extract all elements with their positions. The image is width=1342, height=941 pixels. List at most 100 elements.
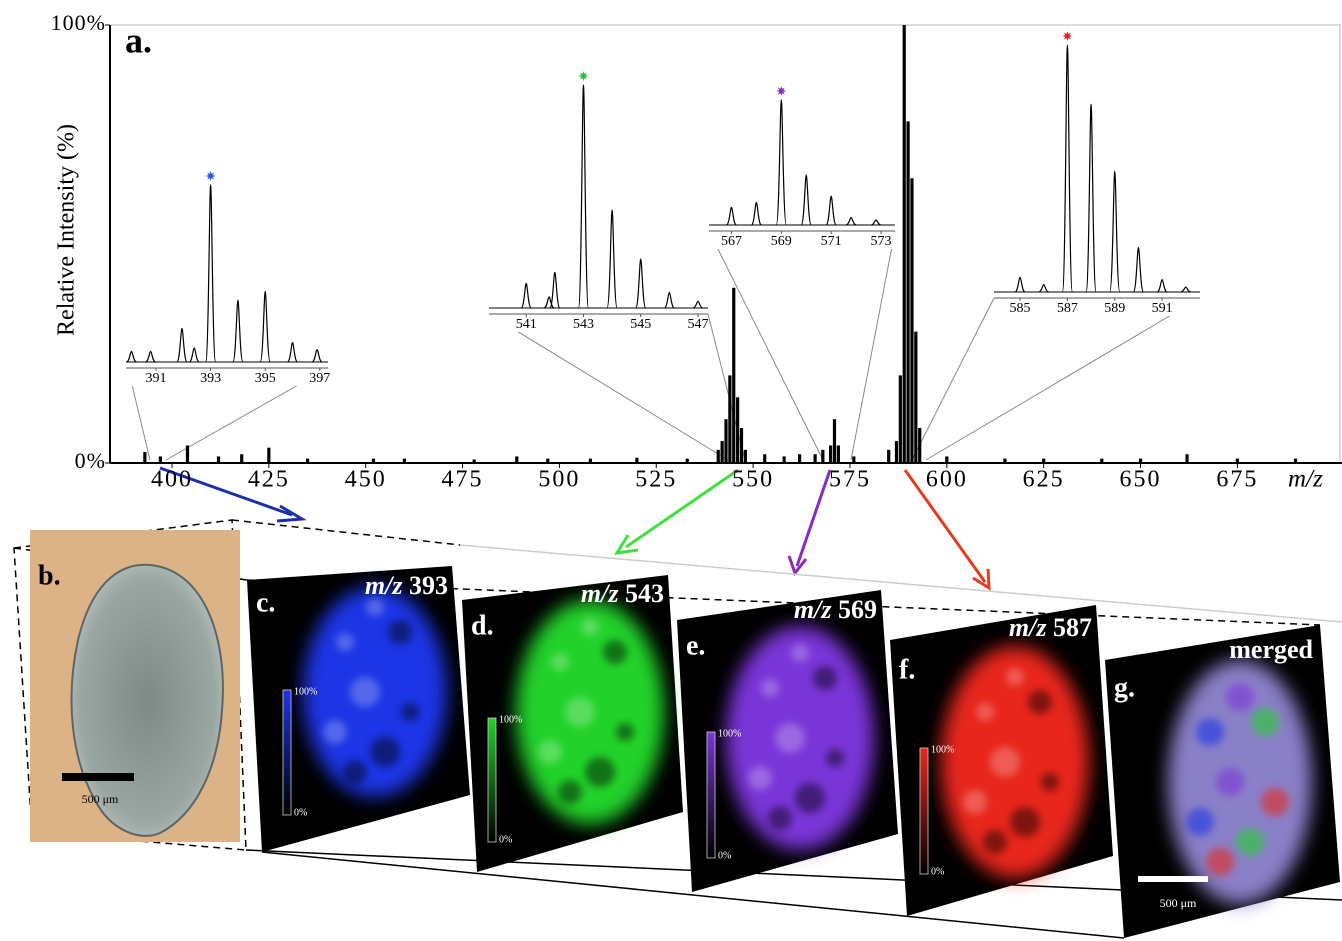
colorbar-label: 100% (294, 686, 317, 697)
ion-image-detail (976, 703, 994, 721)
peak (798, 454, 801, 463)
ion-image-detail (350, 677, 380, 707)
inset-tick-label: 397 (309, 371, 330, 386)
panel-label: b. (38, 560, 61, 591)
inset-background (994, 33, 1200, 316)
colorbar-label: 100% (931, 744, 954, 755)
peak (783, 456, 786, 463)
peak (732, 288, 735, 463)
mz-unit: m/z (365, 571, 403, 600)
colorbar (707, 732, 715, 858)
colorbar-label: 0% (931, 866, 944, 877)
inset-tick-label: 545 (630, 317, 651, 332)
peak (1236, 459, 1239, 463)
x-tick-label: 450 (345, 467, 387, 493)
ion-image-detail (388, 620, 412, 644)
colorbar-label: 0% (718, 850, 731, 861)
x-tick-label: 675 (1216, 467, 1258, 493)
figure: a. Relative Intensity (%) m/z 500 μm b. … (0, 0, 1342, 941)
peak (473, 459, 476, 463)
x-tick-label: 425 (248, 467, 290, 493)
ion-image-detail (336, 633, 354, 651)
ion-image-detail (826, 749, 844, 767)
peak (717, 450, 720, 463)
x-tick-label: 575 (829, 467, 871, 493)
inset-tick-label: 395 (255, 371, 276, 386)
peak (635, 458, 638, 463)
ion-image-detail (1206, 848, 1234, 876)
ion-image-detail (795, 783, 825, 813)
inset-tick-label: 391 (146, 371, 167, 386)
peak (945, 456, 948, 463)
panel-label: c. (256, 587, 275, 618)
ion-image-detail (963, 790, 987, 814)
peak (721, 441, 724, 463)
peak (829, 445, 832, 463)
page: { "spectrum": { "panel_label": "a.", "yl… (0, 0, 1342, 941)
peak (763, 454, 766, 463)
ion-image-detail (983, 830, 1007, 854)
mz-unit: m/z (1009, 613, 1047, 642)
peak-marker (1062, 31, 1072, 41)
inset-tick-label: 569 (771, 234, 792, 249)
peak (744, 450, 747, 463)
inset-tick-label: 567 (721, 234, 742, 249)
inset-tick-label: 547 (687, 317, 708, 332)
peak (589, 459, 592, 463)
ion-image-detail (401, 703, 419, 721)
panel-label: g. (1114, 672, 1135, 703)
peak (724, 419, 727, 463)
mz-value: 569 (838, 595, 877, 624)
peak (240, 454, 243, 463)
peak (918, 428, 921, 463)
mz-label: m/z 393 (365, 571, 448, 600)
peak (1185, 454, 1188, 463)
peak (899, 375, 902, 463)
x-tick-label: 400 (151, 467, 193, 493)
colorbar-label: 100% (499, 714, 522, 725)
peak (821, 450, 824, 463)
peak (833, 419, 836, 463)
inset-tick-label: 585 (1010, 301, 1031, 316)
mz-unit: m/z (794, 595, 832, 624)
panel-label: d. (471, 610, 494, 641)
peak (186, 445, 189, 463)
panel-title: merged (1229, 635, 1313, 664)
mz-label: m/z 587 (1009, 613, 1092, 642)
ion-image-detail (1006, 668, 1024, 686)
x-tick-label: 600 (926, 467, 968, 493)
mz-unit: m/z (581, 579, 619, 608)
y-tick-label: 0% (75, 448, 106, 473)
peak (1100, 459, 1103, 463)
ion-image-detail (768, 806, 792, 830)
ion-image-detail (1216, 768, 1244, 796)
inset-tick-label: 573 (871, 234, 892, 249)
peak (910, 178, 913, 463)
ion-image-detail (1028, 690, 1052, 714)
ion-image-detail (323, 720, 347, 744)
peak (515, 456, 518, 463)
ion-image-detail (558, 780, 582, 804)
peak (740, 428, 743, 463)
ion-image-detail (565, 697, 595, 727)
x-tick-label: 550 (732, 467, 774, 493)
ion-image-detail (366, 598, 384, 616)
inset-background (126, 173, 328, 386)
ion-image-detail (343, 760, 367, 784)
colorbar (283, 690, 291, 815)
colorbar-label: 0% (294, 807, 307, 818)
peak (903, 25, 906, 463)
panel-label: a. (125, 20, 152, 60)
ion-image-detail (1041, 773, 1059, 791)
y-axis-label: Relative Intensity (%) (54, 124, 80, 336)
ion-image-detail (775, 723, 805, 753)
inset-tick-label: 591 (1152, 301, 1173, 316)
ion-image-detail (616, 723, 634, 741)
ion-image-detail (551, 653, 569, 671)
peak (895, 441, 898, 463)
ion-image-detail (1236, 828, 1264, 856)
ion-image-detail (813, 666, 837, 690)
peak (728, 375, 731, 463)
peak (736, 397, 739, 463)
scale-bar-label: 500 μm (82, 792, 119, 806)
